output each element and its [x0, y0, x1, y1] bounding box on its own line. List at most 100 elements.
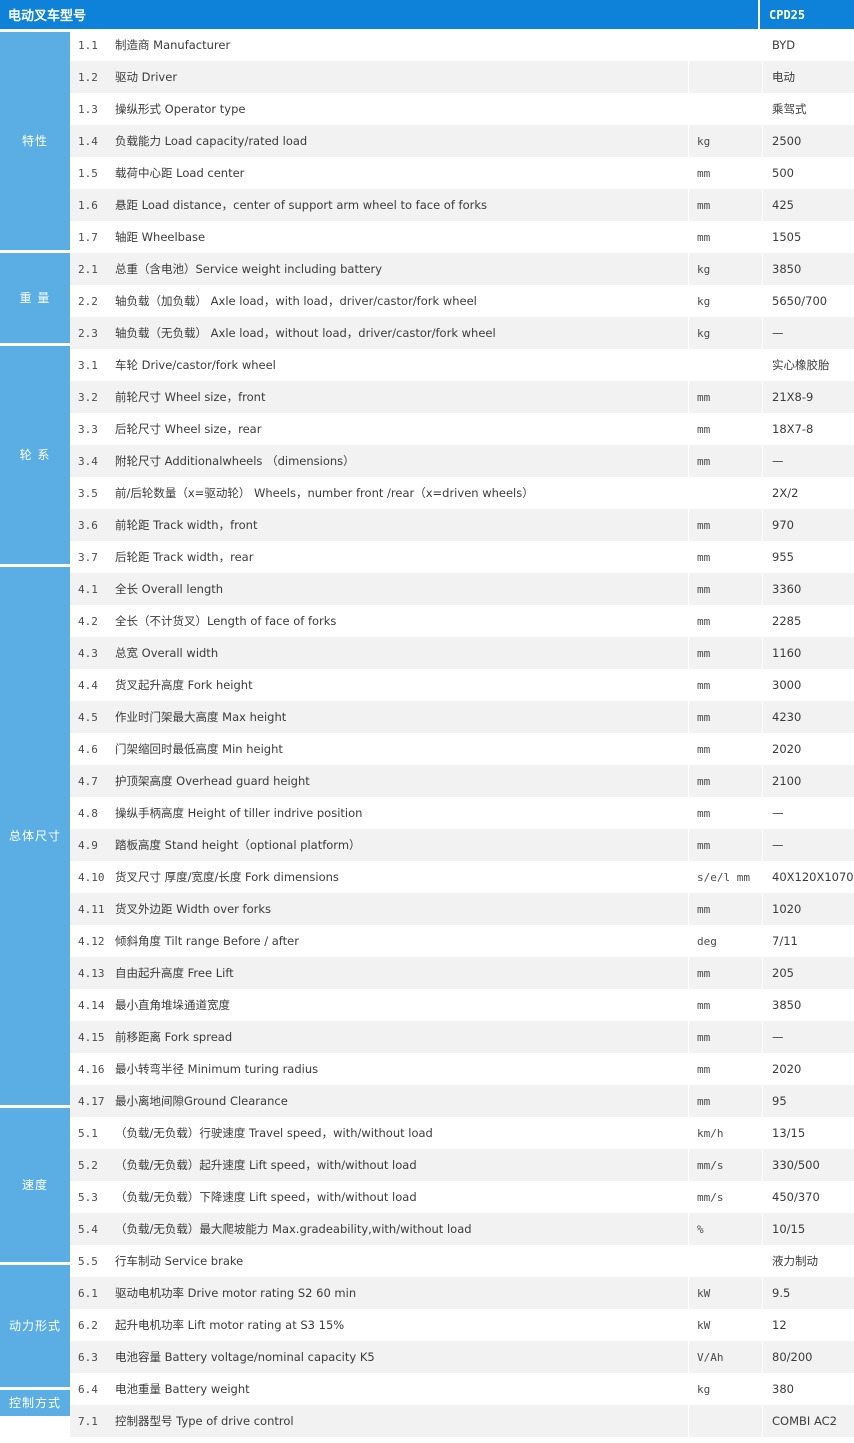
table-row: 2.3 轴负载（无负载） Axle load，without load，drive…	[70, 317, 854, 349]
row-description: 最小直角堆垛通道宽度	[115, 998, 230, 1012]
row-value: 4230	[762, 701, 854, 733]
row-unit	[688, 29, 762, 61]
row-unit: deg	[688, 925, 762, 957]
row-number: 2.2	[78, 294, 98, 308]
row-unit: mm	[688, 669, 762, 701]
row-value: 10/15	[762, 1213, 854, 1245]
row-unit: mm	[688, 893, 762, 925]
table-row: 4.3 总宽 Overall width mm 1160	[70, 637, 854, 669]
table-row: 4.7 护顶架高度 Overhead guard height mm 2100	[70, 765, 854, 797]
row-value: COMBI AC2	[762, 1405, 854, 1437]
row-unit: mm	[688, 829, 762, 861]
table-row: 3.3 后轮尺寸 Wheel size，rear mm 18X7-8	[70, 413, 854, 445]
table-row: 3.7 后轮距 Track width，rear mm 955	[70, 541, 854, 573]
row-unit	[688, 349, 762, 381]
row-unit: kW	[688, 1309, 762, 1341]
row-value: 40X120X1070	[762, 861, 854, 893]
row-description: 货叉起升高度 Fork height	[115, 678, 253, 692]
row-description: 轴距 Wheelbase	[115, 230, 206, 244]
table-row: 4.10 货叉尺寸 厚度/宽度/长度 Fork dimensions s/e/l m…	[70, 861, 854, 893]
row-value: 21X8-9	[762, 381, 854, 413]
row-value: 2285	[762, 605, 854, 637]
row-unit: mm	[688, 445, 762, 477]
row-number: 1.2	[78, 70, 98, 84]
row-description: 操纵形式 Operator type	[115, 102, 246, 116]
table-row: 5.4 （负载/无负载）最大爬坡能力 Max.gradeability,with/…	[70, 1213, 854, 1245]
row-number: 4.2	[78, 614, 98, 628]
row-value: 3360	[762, 573, 854, 605]
row-number: 4.4	[78, 678, 98, 692]
row-description: 最小转弯半径 Minimum turing radius	[115, 1062, 319, 1076]
row-value: 实心橡胶胎	[762, 349, 854, 381]
row-number: 5.2	[78, 1158, 98, 1172]
row-number: 3.3	[78, 422, 98, 436]
row-description: 作业时门架最大高度 Max height	[115, 710, 287, 724]
table-row: 6.1 驱动电机功率 Drive motor rating S2 60 min kW…	[70, 1277, 854, 1309]
row-number: 3.7	[78, 550, 98, 564]
row-number: 1.4	[78, 134, 98, 148]
row-description: 负载能力 Load capacity/rated load	[115, 134, 308, 148]
row-description: 驱动电机功率 Drive motor rating S2 60 min	[115, 1286, 357, 1300]
row-unit	[688, 1245, 762, 1277]
row-value: 95	[762, 1085, 854, 1117]
row-description: 前移距离 Fork spread	[115, 1030, 233, 1044]
row-unit: mm	[688, 157, 762, 189]
row-number: 2.3	[78, 326, 98, 340]
category-label: 总体尺寸	[8, 828, 61, 843]
row-description: 载荷中心距 Load center	[115, 166, 245, 180]
row-number: 4.9	[78, 838, 98, 852]
row-value: 电动	[762, 61, 854, 93]
category-block: 速度	[0, 1108, 70, 1262]
row-unit: mm	[688, 221, 762, 253]
row-unit: mm	[688, 1085, 762, 1117]
row-number: 4.7	[78, 774, 98, 788]
row-value: 12	[762, 1309, 854, 1341]
category-block: 动力形式	[0, 1265, 70, 1387]
table-row: 5.2 （负载/无负载）起升速度 Lift speed，with/without …	[70, 1149, 854, 1181]
row-unit: mm	[688, 189, 762, 221]
row-description: 最小离地间隙Ground Clearance	[115, 1094, 288, 1108]
row-value: 3850	[762, 253, 854, 285]
row-value: 2X/2	[762, 477, 854, 509]
row-value: 液力制动	[762, 1245, 854, 1277]
row-description: 前轮距 Track width，front	[115, 518, 258, 532]
row-number: 3.2	[78, 390, 98, 404]
sheet-header: 电动叉车型号 CPD25	[0, 0, 854, 29]
table-row: 4.2 全长（不计货叉）Length of face of forks mm 2285	[70, 605, 854, 637]
row-unit: kg	[688, 285, 762, 317]
row-unit: mm	[688, 1053, 762, 1085]
row-number: 6.1	[78, 1286, 98, 1300]
row-value: 9.5	[762, 1277, 854, 1309]
row-number: 6.3	[78, 1350, 98, 1364]
row-description: 悬距 Load distance，center of support arm w…	[115, 198, 488, 212]
table-row: 6.3 电池容量 Battery voltage/nominal capacity…	[70, 1341, 854, 1373]
category-block: 轮 系	[0, 346, 70, 564]
row-description: （负载/无负载）起升速度 Lift speed，with/without loa…	[115, 1158, 417, 1172]
row-number: 3.1	[78, 358, 98, 372]
table-row: 2.1 总重（含电池）Service weight including batte…	[70, 253, 854, 285]
row-description: 轴负载（加负载） Axle load，with load，driver/cast…	[115, 294, 477, 308]
table-row: 1.5 载荷中心距 Load center mm 500	[70, 157, 854, 189]
row-description: （负载/无负载）下降速度 Lift speed，with/without loa…	[115, 1190, 417, 1204]
row-unit: mm	[688, 733, 762, 765]
row-number: 4.16	[78, 1062, 105, 1076]
row-unit: V/Ah	[688, 1341, 762, 1373]
row-description: 全长（不计货叉）Length of face of forks	[115, 614, 337, 628]
row-unit: mm	[688, 637, 762, 669]
row-unit: km/h	[688, 1117, 762, 1149]
category-label: 速度	[21, 1177, 48, 1192]
row-unit: mm	[688, 541, 762, 573]
table-row: 4.16 最小转弯半径 Minimum turing radius mm 2020	[70, 1053, 854, 1085]
table-row: 5.3 （负载/无负载）下降速度 Lift speed，with/without …	[70, 1181, 854, 1213]
category-rail: 特性重 量轮 系总体尺寸 速度 动力形式 控制方式	[0, 29, 70, 1419]
row-description: 踏板高度 Stand height（optional platform）	[115, 838, 361, 852]
spec-rows: 1.1 制造商 Manufacturer BYD 1.2 驱动 Driver 电动 1.3 操…	[70, 29, 854, 1437]
row-unit	[688, 61, 762, 93]
row-value: BYD	[762, 29, 854, 61]
category-label: 动力形式	[8, 1318, 61, 1333]
row-value: 3000	[762, 669, 854, 701]
row-description: 操纵手柄高度 Height of tiller indrive position	[115, 806, 363, 820]
row-description: 车轮 Drive/castor/fork wheel	[115, 358, 276, 372]
row-number: 6.2	[78, 1318, 98, 1332]
